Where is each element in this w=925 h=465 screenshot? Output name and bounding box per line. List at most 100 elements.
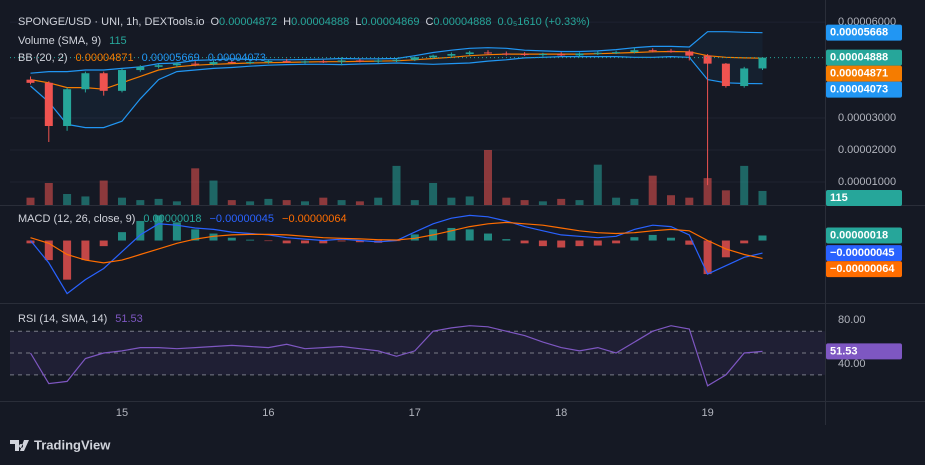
histogram-bar [246,239,255,241]
histogram-bar [81,240,90,261]
histogram-bar [319,240,328,244]
candle-body [538,54,547,56]
histogram-bar [538,240,547,247]
histogram-bar [355,240,364,243]
volume-bar [246,201,255,205]
candle-body [429,55,438,58]
legend-item: 0.00004871 [76,52,134,64]
histogram-bar [575,240,584,247]
legend: RSI (14, SMA, 14) 51.53 [18,313,143,325]
candle-body [118,70,126,91]
volume-bar [154,198,163,205]
legend-item: SPONGE/USD · UNI, 1h, DEXTools.io [18,16,204,28]
legend-item: 115 [109,35,127,47]
brand: TradingView [34,437,111,452]
candle-body [667,50,675,52]
legend: Volume (SMA, 9) 115 [18,35,127,47]
legend-item: 51.53 [115,313,143,325]
histogram-bar [593,240,602,246]
candle-body [447,54,456,56]
volume-bar [227,200,236,205]
logo-icon [10,440,29,451]
axis-value-label: 115 [830,192,848,204]
legend: MACD (12, 26, close, 9) 0.00000018 −0.0000… [18,213,347,225]
histogram-bar [282,240,291,244]
histogram-bar [667,237,675,241]
candle-body [721,63,730,87]
volume-bar [648,175,657,205]
legend-item: 0.0₅1610 (+0.33%) [498,16,590,28]
histogram-bar [447,227,456,241]
candle-body [374,60,383,62]
legend: SPONGE/USD · UNI, 1h, DEXTools.io O0.0000… [18,16,590,28]
candle-body [502,53,511,55]
volume-bar [667,195,675,205]
histogram-bar [502,239,511,241]
candle-body [282,61,291,63]
candle-body [337,60,346,62]
band-fill [10,331,825,375]
legend-item: BB (20, 2) [18,52,68,64]
axis-value-box [826,261,902,278]
volume-bar [520,200,529,205]
volume-bar [721,190,730,205]
legend-item: C [425,16,433,28]
candle-body [154,65,163,67]
candle-body [575,53,584,56]
volume-bar [575,200,584,205]
axis-value-box [826,245,902,262]
axis-value-box [826,24,902,41]
candle-body [557,54,566,56]
candle-body [740,68,749,87]
y-tick-label: 0.00001000 [838,176,896,188]
axis-value-label: 51.53 [830,345,858,357]
volume-bar [557,198,566,205]
legend-item: 0.00004872 [219,16,277,28]
candle-body [191,63,200,65]
candle-body [758,57,767,69]
histogram-bar [648,234,657,241]
volume-bar [465,196,474,205]
volume-bar [355,201,364,205]
candle-body [410,57,419,60]
histogram-bar [740,240,749,244]
legend-item: 0.00004888 [291,16,349,28]
candle-body [44,82,53,127]
legend-item: L [355,16,361,28]
histogram-bar [484,233,492,241]
x-tick-label: 19 [701,407,713,419]
legend-item: 0.00004073 [208,52,266,64]
axis-value-box [826,49,902,66]
histogram-bar [99,240,108,247]
brand-logo: TradingView [10,437,111,452]
macd-line [30,221,763,264]
candle-body [63,89,72,127]
legend-item: H [283,16,291,28]
y-tick-label: 0.00002000 [838,144,896,156]
volume-bar [319,197,328,205]
band-line [30,31,763,74]
x-tick-label: 16 [262,407,274,419]
volume-bar [685,197,694,205]
histogram-bar [685,240,694,245]
axis-value-box [826,227,902,244]
volume-bar [301,201,309,205]
x-tick-label: 15 [116,407,128,419]
axis-value-box [826,81,902,98]
histogram-bar [26,240,35,244]
legend-item: 0.00004869 [361,16,419,28]
volume-bar [740,165,749,205]
histogram-bar [337,240,346,242]
candle-body [703,55,712,64]
y-tick-label: 80.00 [838,314,866,326]
volume-bar [447,197,456,205]
histogram-bar [154,215,163,241]
candle-body [81,73,90,90]
histogram-bar [612,240,621,244]
volume-bar [81,196,90,205]
candle-body [172,63,181,66]
candle-body [465,52,474,55]
histogram-bar [63,240,72,280]
y-tick-label: 40.00 [838,358,866,370]
